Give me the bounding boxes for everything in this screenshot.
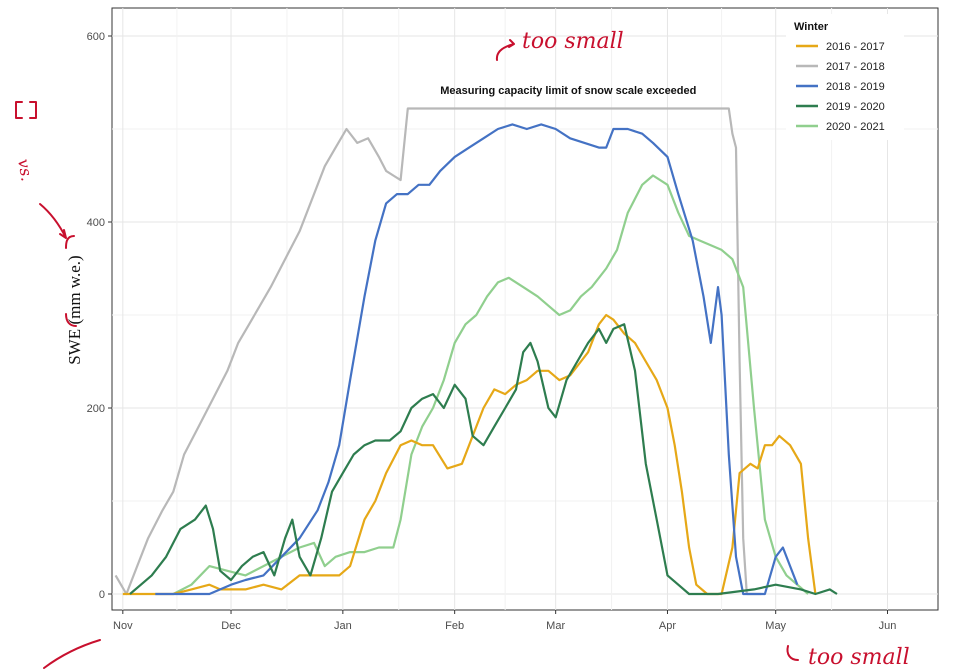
legend-label-2016-2017: 2016 - 2017 <box>826 41 885 53</box>
series-line-2016-2017 <box>122 313 817 596</box>
x-tick-label-mar: Mar <box>546 620 565 632</box>
ink-arrow-left <box>39 203 67 239</box>
ink-arrow-bottom-left <box>43 639 101 669</box>
series-line-2018-2019 <box>155 123 799 596</box>
legend-title: Winter <box>794 21 829 33</box>
legend: Winter 2016 - 2017 2017 - 2018 2018 - 2019… <box>786 14 904 140</box>
legend-box <box>786 14 904 140</box>
series-line-2020-2021 <box>172 174 809 595</box>
legend-label-2020-2021: 2020 - 2021 <box>826 121 885 133</box>
ink-bracket-box <box>15 101 37 119</box>
legend-label-2018-2019: 2018 - 2019 <box>826 81 885 93</box>
ink-note-bottom: too small <box>808 645 910 670</box>
legend-label-2019-2020: 2019 - 2020 <box>826 101 885 113</box>
ink-note-top: too small <box>522 29 624 54</box>
y-axis: 0 200 400 600 <box>87 31 112 601</box>
handwritten-annotations: too small vs. too small <box>14 29 910 670</box>
ink-arrow-top <box>495 39 515 61</box>
x-tick-label-apr: Apr <box>659 620 676 632</box>
legend-items: 2016 - 2017 2017 - 2018 2018 - 2019 2019 - … <box>796 41 885 133</box>
x-axis: Nov Dec Jan Feb Mar Apr May Jun <box>113 610 896 632</box>
series-line-2019-2020 <box>129 323 838 596</box>
x-tick-label-jun: Jun <box>879 620 897 632</box>
y-tick-label: 600 <box>87 31 105 43</box>
ink-arrow-bottom-right <box>786 645 799 661</box>
x-tick-label-dec: Dec <box>221 620 241 632</box>
x-tick-label-feb: Feb <box>445 620 464 632</box>
x-tick-label-jan: Jan <box>334 620 352 632</box>
y-tick-label: 200 <box>87 403 105 415</box>
y-tick-label: 0 <box>99 589 105 601</box>
x-tick-label-nov: Nov <box>113 620 133 632</box>
capacity-limit-annotation: Measuring capacity limit of snow scale e… <box>440 85 696 97</box>
y-axis-label: SWE (mm w.e.) <box>65 255 84 364</box>
series-line-2017-2018 <box>114 107 762 596</box>
ink-bracket-unit <box>65 235 77 327</box>
legend-label-2017-2018: 2017 - 2018 <box>826 61 885 73</box>
series-group <box>114 107 838 596</box>
ink-note-vs: vs. <box>14 157 37 182</box>
x-tick-label-may: May <box>765 620 786 632</box>
y-tick-label: 400 <box>87 217 105 229</box>
